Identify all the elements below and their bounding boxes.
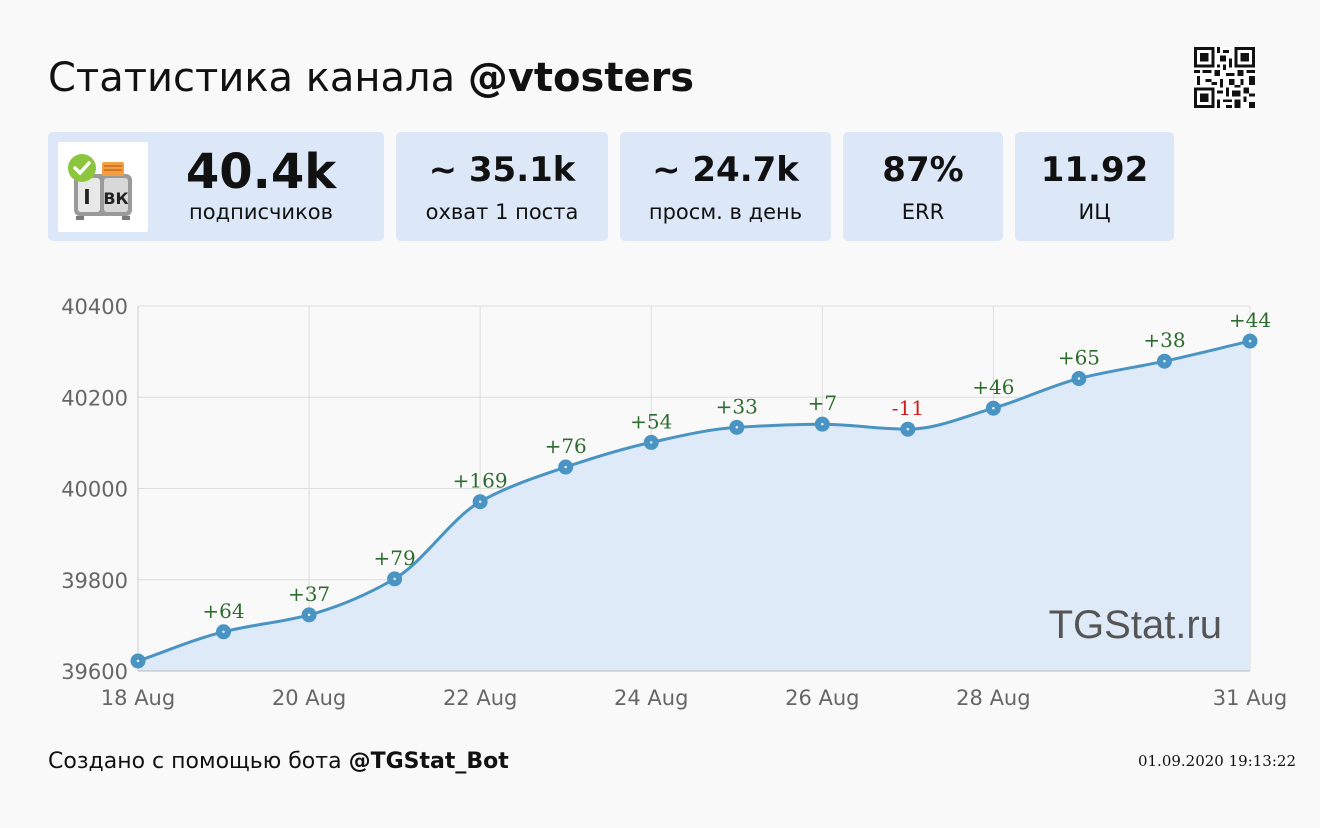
data-point-center [136, 659, 140, 663]
y-tick-label: 40200 [61, 386, 128, 410]
timestamp: 01.09.2020 19:13:22 [1137, 752, 1296, 770]
daily-views-value: ~ 24.7k [652, 150, 799, 190]
channel-handle: @vtosters [467, 55, 695, 101]
x-tick-label: 18 Aug [101, 686, 175, 710]
data-point-center [735, 426, 738, 429]
data-point-center [564, 465, 567, 469]
data-label: +169 [453, 469, 508, 493]
y-tick-label: 40000 [61, 478, 128, 502]
svg-text:I: I [83, 185, 90, 209]
reach-label: охват 1 поста [425, 200, 579, 224]
x-tick-label: 31 Aug [1213, 686, 1287, 710]
citation-index-label: ИЦ [1078, 200, 1111, 224]
data-label: +44 [1229, 308, 1271, 332]
data-point-center [393, 577, 396, 581]
data-point-center [1077, 377, 1081, 380]
data-point-center [992, 407, 995, 410]
x-tick-label: 26 Aug [785, 686, 859, 710]
subscribers-label: подписчиков [189, 200, 333, 224]
data-label: +64 [202, 599, 244, 623]
data-point-center [1248, 339, 1252, 343]
channel-avatar: I ВК [58, 142, 148, 232]
data-point-center [307, 613, 311, 617]
y-tick-label: 39600 [61, 660, 128, 684]
page-title: Статистика канала @vtosters [48, 52, 694, 104]
data-point-center [478, 500, 482, 503]
x-tick-label: 22 Aug [443, 686, 517, 710]
data-label: +33 [716, 394, 758, 418]
daily-views-label: просм. в день [648, 200, 803, 224]
data-label: +38 [1143, 328, 1185, 352]
x-tick-label: 24 Aug [614, 686, 688, 710]
data-point-center [906, 427, 910, 431]
data-point-center [821, 422, 824, 426]
citation-index-card: 11.92 ИЦ [1015, 132, 1174, 241]
bot-link[interactable]: @TGStat_Bot [348, 749, 509, 774]
data-point-center [222, 630, 225, 633]
data-point-center [1163, 360, 1166, 363]
daily-views-card: ~ 24.7k просм. в день [620, 132, 831, 241]
data-label: +79 [374, 546, 416, 570]
watermark: TGStat.ru [1049, 603, 1222, 647]
data-label: +65 [1058, 346, 1100, 370]
data-label: +7 [808, 391, 837, 415]
reach-card: ~ 35.1k охват 1 поста [396, 132, 608, 241]
reach-value: ~ 35.1k [428, 150, 576, 190]
qr-code-icon [1194, 47, 1255, 108]
data-label: +54 [630, 409, 672, 433]
subscribers-card: I ВК 40.4k подписчиков [48, 132, 384, 241]
x-tick-label: 28 Aug [956, 686, 1030, 710]
data-label: -11 [892, 396, 924, 420]
x-tick-label: 20 Aug [272, 686, 346, 710]
title-prefix: Статистика канала [48, 55, 468, 101]
avatar-vk-text: ВК [103, 189, 128, 208]
area-fill [138, 341, 1250, 671]
err-label: ERR [901, 200, 945, 224]
y-tick-label: 40400 [61, 295, 128, 319]
footer-credit: Создано с помощью бота @TGStat_Bot [48, 747, 509, 777]
data-label: +46 [972, 375, 1014, 399]
data-label: +37 [288, 582, 330, 606]
series-line [137, 339, 1251, 663]
subscribers-chart: 39600 39800 40000 40200 40400 18 Aug 20 Aug 22 … [61, 295, 1287, 710]
data-label: +76 [545, 434, 587, 458]
subscribers-value: 40.4k [185, 144, 337, 200]
data-point-center [650, 441, 653, 444]
footer-prefix: Создано с помощью бота [48, 749, 349, 774]
err-value: 87% [882, 150, 964, 190]
y-tick-label: 39800 [61, 569, 128, 593]
citation-index-value: 11.92 [1040, 150, 1149, 190]
err-card: 87% ERR [843, 132, 1003, 241]
